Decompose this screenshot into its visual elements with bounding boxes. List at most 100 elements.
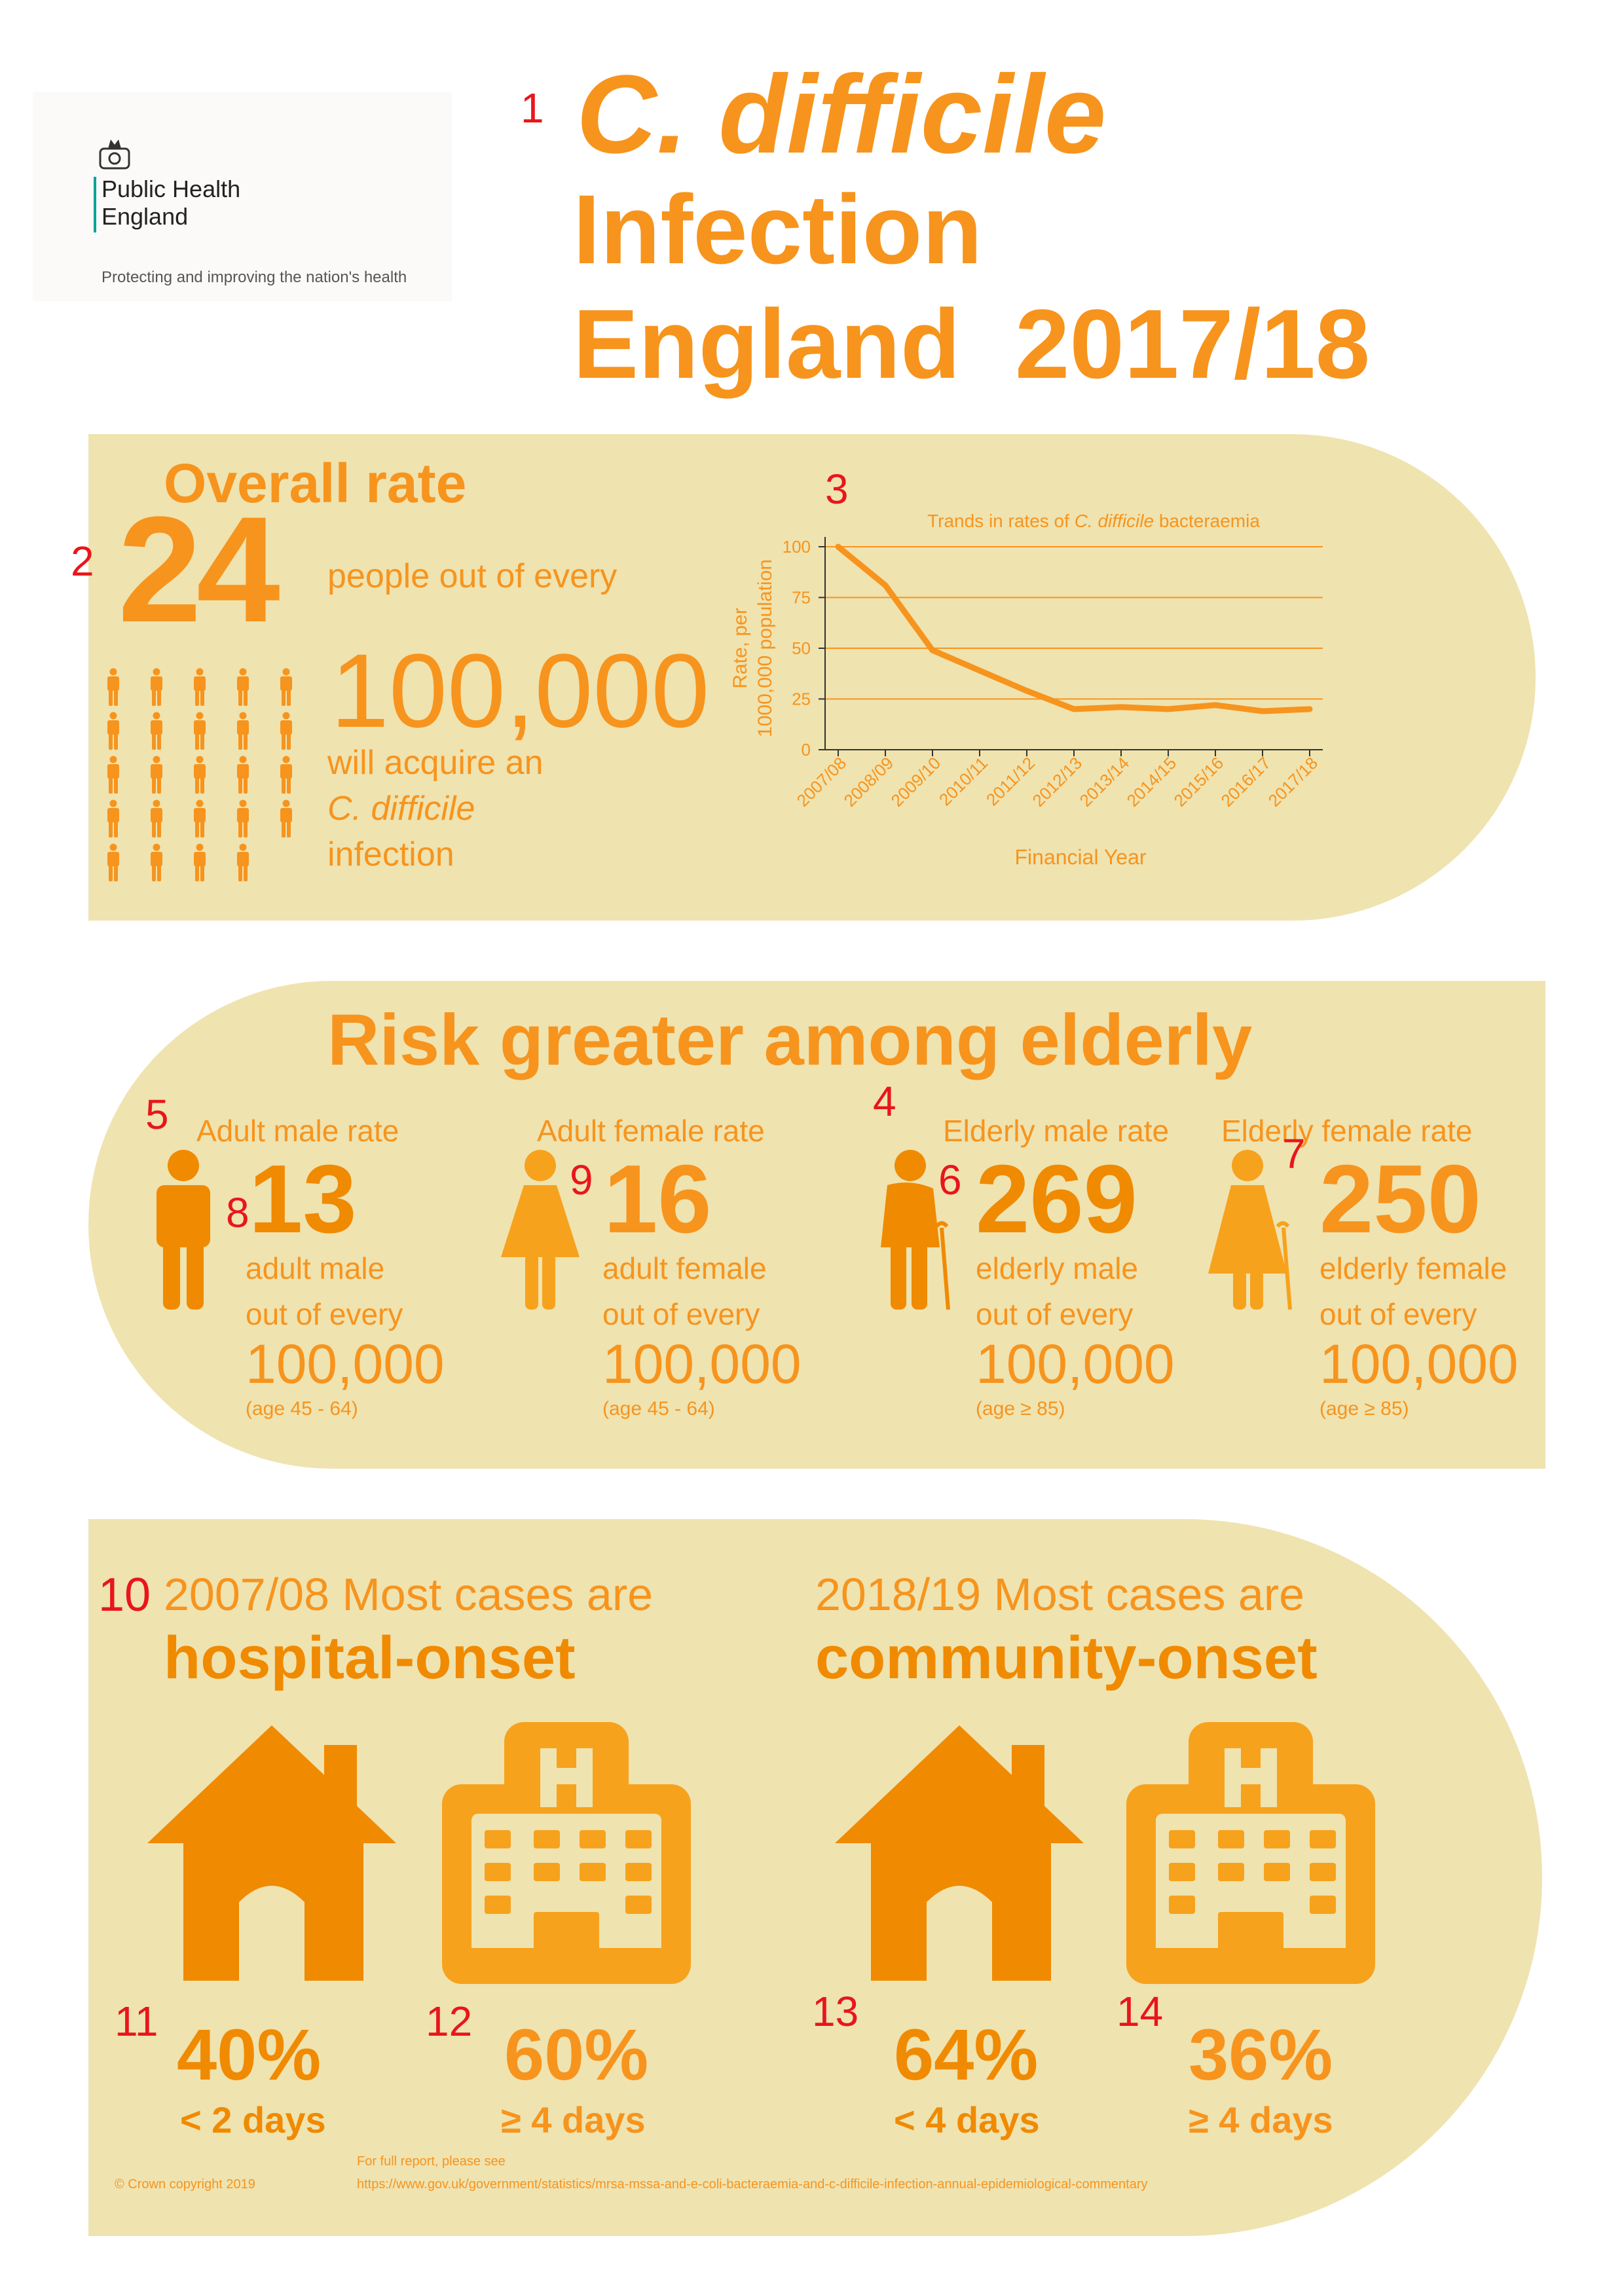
overall-heading: Overall rate	[164, 452, 467, 514]
x-tick-label: 2013/14	[1076, 753, 1134, 811]
logo-tagline: Protecting and improving the nation's he…	[101, 268, 407, 286]
people-icons-grid	[103, 668, 313, 884]
x-tick-label: 2016/17	[1217, 753, 1275, 811]
marker-11: 11	[115, 1998, 158, 2045]
crest-icon	[95, 134, 134, 174]
left-heading: 2007/08 Most cases are	[164, 1569, 654, 1620]
house-icon	[144, 1719, 399, 1984]
person-icon	[237, 843, 249, 881]
stat-2-pct: 60%	[504, 2015, 649, 2095]
marker-8: 8	[226, 1189, 249, 1236]
elderly-female-icon	[1208, 1149, 1300, 1316]
trend-chart: Trands in rates of C. difficile bacterae…	[729, 511, 1323, 869]
elderly-male-label: Elderly male rate	[943, 1114, 1170, 1148]
person-icon	[194, 843, 206, 881]
stat-3-pct: 64%	[894, 2015, 1039, 2095]
stat-4-pct: 36%	[1189, 2015, 1333, 2095]
person-icon	[151, 756, 162, 794]
overall-text4: infection	[327, 835, 454, 873]
y-tick-label: 50	[792, 638, 811, 658]
elderly-female-desc: elderly female	[1320, 1251, 1507, 1285]
marker-12: 12	[426, 1998, 473, 2045]
person-icon	[194, 712, 206, 750]
title-line2: Infection	[573, 174, 982, 284]
person-icon	[107, 712, 119, 750]
x-tick-label: 2007/08	[793, 753, 851, 811]
report-label: For full report, please see	[357, 2154, 506, 2169]
elderly-male-icon	[871, 1149, 963, 1316]
x-tick-label: 2012/13	[1029, 753, 1086, 811]
adult-male-outof: out of every	[246, 1297, 403, 1331]
marker-4: 4	[873, 1078, 896, 1125]
data-point	[1025, 689, 1029, 693]
adult-female-number: 16	[604, 1145, 712, 1253]
person-icon	[280, 668, 292, 706]
marker-2: 2	[71, 538, 94, 585]
data-point	[931, 648, 934, 653]
data-point	[1072, 707, 1076, 711]
data-point	[1308, 707, 1312, 711]
person-icon	[280, 712, 292, 750]
y-axis-label-line1: Rate, per	[729, 608, 751, 688]
overall-panel	[88, 434, 1536, 921]
person-icon	[237, 712, 249, 750]
adult-male-number: 13	[249, 1145, 357, 1253]
person-icon	[107, 799, 119, 837]
person-icon	[194, 756, 206, 794]
x-tick-label: 2014/15	[1123, 753, 1181, 811]
data-point	[883, 583, 887, 587]
person-icon	[237, 756, 249, 794]
adult-male-big: 100,000	[246, 1333, 445, 1395]
adult-male-label: Adult male rate	[196, 1114, 399, 1148]
right-heading: 2018/19 Most cases are	[815, 1569, 1305, 1620]
y-tick-label: 0	[802, 740, 811, 760]
overall-text2: will acquire an	[327, 744, 544, 782]
marker-9: 9	[570, 1156, 593, 1203]
marker-3: 3	[825, 466, 849, 513]
person-icon	[151, 843, 162, 881]
series-line	[835, 543, 1313, 714]
stat-3-days: < 4 days	[894, 2099, 1040, 2140]
data-point	[1261, 709, 1264, 714]
elderly-male-age: (age ≥ 85)	[976, 1398, 1065, 1420]
title-line3: England 2017/18	[573, 289, 1371, 399]
x-tick-label: 2009/10	[887, 753, 945, 811]
elderly-female-big: 100,000	[1320, 1333, 1519, 1395]
stat-4-days: ≥ 4 days	[1189, 2099, 1333, 2140]
person-icon	[107, 756, 119, 794]
x-tick-label: 2008/09	[840, 753, 898, 811]
overall-text3: C. difficile	[327, 790, 475, 828]
data-point	[978, 669, 982, 673]
elderly-female-label: Elderly female rate	[1221, 1114, 1473, 1148]
elderly-female-number: 250	[1320, 1145, 1481, 1253]
elderly-female-outof: out of every	[1320, 1297, 1477, 1331]
x-tick-label: 2015/16	[1170, 753, 1228, 811]
marker-13: 13	[812, 1988, 859, 2035]
person-icon	[107, 843, 119, 881]
elderly-male-big: 100,000	[976, 1333, 1175, 1395]
data-point	[1119, 705, 1123, 709]
marker-14: 14	[1116, 1988, 1164, 2035]
adult-female-icon	[498, 1149, 583, 1316]
data-point	[1166, 707, 1170, 711]
hospital-icon	[442, 1722, 691, 1987]
house-icon-2	[832, 1719, 1087, 1984]
x-tick-label: 2010/11	[935, 753, 991, 809]
adult-female-big: 100,000	[602, 1333, 802, 1395]
marker-6: 6	[938, 1156, 962, 1203]
elderly-female-age: (age ≥ 85)	[1320, 1398, 1409, 1420]
stat-1-days: < 2 days	[180, 2099, 326, 2140]
person-icon	[237, 668, 249, 706]
x-tick-label: 2017/18	[1264, 753, 1322, 811]
adult-female-desc: adult female	[602, 1251, 767, 1285]
elderly-male-desc: elderly male	[976, 1251, 1138, 1285]
left-sub: hospital-onset	[164, 1625, 576, 1691]
risk-panel	[88, 981, 1545, 1469]
marker-7: 7	[1282, 1130, 1306, 1177]
data-point	[1213, 703, 1217, 707]
logo-org-line1: Public Health	[101, 175, 241, 202]
person-icon	[151, 712, 162, 750]
report-url[interactable]: https://www.gov.uk/government/statistics…	[357, 2177, 1148, 2192]
risk-heading: Risk greater among elderly	[327, 1000, 1253, 1080]
copyright: © Crown copyright 2019	[115, 2177, 255, 2192]
